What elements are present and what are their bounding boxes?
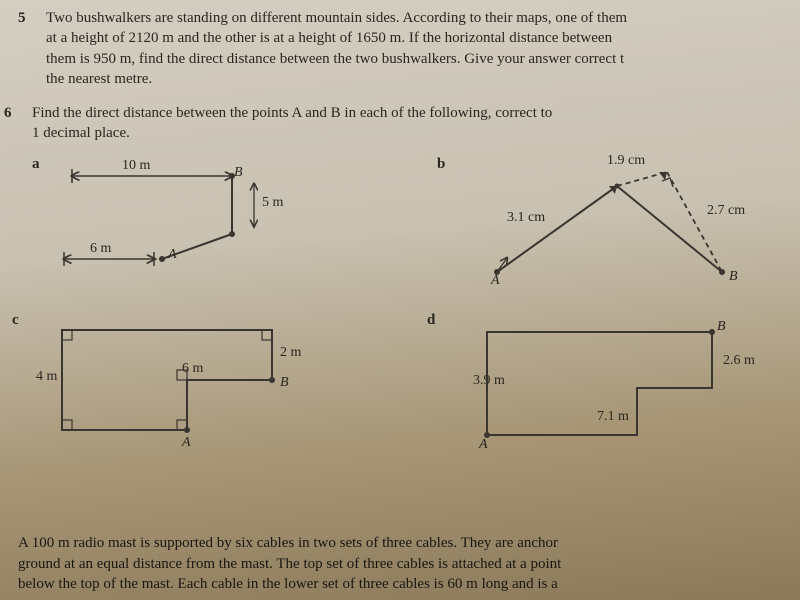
- q6-a-label: a: [32, 154, 40, 174]
- q6-c-right-dim: 2 m: [280, 344, 301, 363]
- q6-a-right-dim: 5 m: [262, 194, 283, 213]
- q5-number: 5: [18, 8, 46, 89]
- q6-c-label: c: [12, 310, 19, 330]
- q6-intro-l1: Find the direct distance between the poi…: [32, 103, 782, 123]
- q6-intro-l2: 1 decimal place.: [32, 123, 782, 143]
- q5-line3: them is 950 m, find the direct distance …: [46, 49, 782, 69]
- q6-b-ptB: B: [729, 268, 738, 287]
- q6-row-cd: c 4 m 6 m: [32, 310, 782, 460]
- q6-b-ptA: A: [491, 272, 500, 291]
- q6-d-left-dim: 3.9 m: [473, 372, 505, 391]
- q6-d-bottom-dim: 7.1 m: [597, 408, 629, 427]
- q6-c-left-dim: 4 m: [36, 368, 57, 387]
- q5-line2: at a height of 2120 m and the other is a…: [46, 28, 782, 48]
- q6-c-ptB: B: [280, 374, 289, 393]
- q6-b-label: b: [437, 154, 445, 174]
- q6-c: c 4 m 6 m: [12, 310, 397, 460]
- q6-d-label: d: [427, 310, 435, 330]
- q6-a-diagram: [42, 154, 302, 294]
- q7-l2: ground at an equal distance from the mas…: [18, 554, 782, 574]
- q6-a-bottom-dim: 6 m: [90, 240, 111, 259]
- q6-d-right-dim: 2.6 m: [723, 352, 755, 371]
- q5-body: Two bushwalkers are standing on differen…: [46, 8, 782, 89]
- q6-row-ab: a: [32, 154, 782, 304]
- question-7-partial: A 100 m radio mast is supported by six c…: [18, 533, 782, 594]
- q6-b-diagram: [467, 154, 787, 304]
- q7-l3: below the top of the mast. Each cable in…: [18, 574, 782, 594]
- q6-d-diagram: [457, 310, 777, 460]
- q6-d: d 3.9 m 2.6 m 7.1 m A B: [397, 310, 782, 460]
- q5-line1: Two bushwalkers are standing on differen…: [46, 8, 782, 28]
- question-5: 5 Two bushwalkers are standing on differ…: [18, 8, 782, 89]
- q7-l1: A 100 m radio mast is supported by six c…: [18, 533, 782, 553]
- q6-a-ptA: A: [168, 246, 177, 265]
- q6-a-ptB: B: [234, 164, 243, 183]
- q6-b: b: [407, 154, 782, 304]
- q6-a-top-dim: 10 m: [122, 157, 150, 176]
- q6-c-ptA: A: [182, 434, 191, 453]
- q5-line4: the nearest metre.: [46, 69, 782, 89]
- q6-b-top-dim: 1.9 cm: [607, 152, 645, 171]
- q6-d-ptB: B: [717, 318, 726, 337]
- q6-c-mid-dim: 6 m: [182, 360, 203, 379]
- question-6: 6 Find the direct distance between the p…: [4, 103, 782, 460]
- q6-a: a: [32, 154, 407, 304]
- q6-d-ptA: A: [479, 436, 488, 455]
- q6-b-left-dim: 3.1 cm: [507, 209, 545, 228]
- q6-body: Find the direct distance between the poi…: [32, 103, 782, 460]
- q6-b-right-dim: 2.7 cm: [707, 202, 745, 221]
